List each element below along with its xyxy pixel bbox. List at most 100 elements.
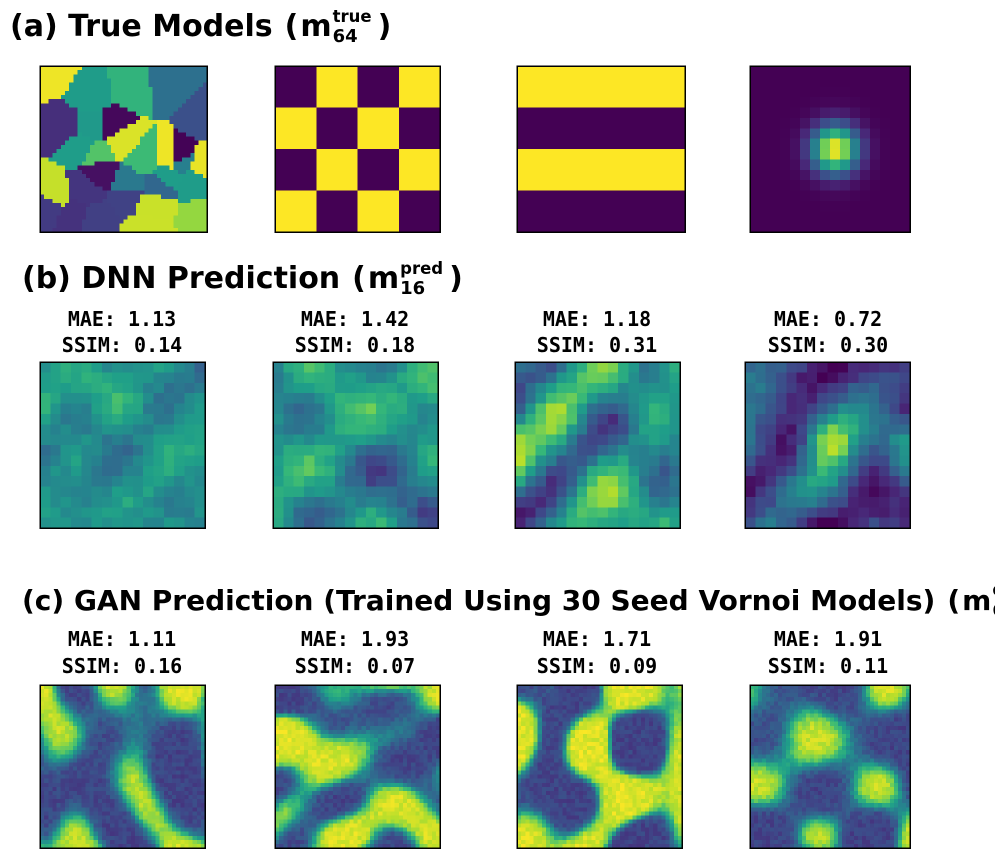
pixel bbox=[184, 754, 190, 759]
pixel bbox=[64, 819, 70, 825]
pixel bbox=[91, 403, 103, 415]
pixel bbox=[192, 701, 198, 706]
pixel bbox=[163, 709, 169, 715]
pixel bbox=[336, 211, 348, 223]
pixel bbox=[85, 90, 91, 96]
pixel bbox=[60, 140, 66, 146]
pixel bbox=[123, 165, 129, 171]
pixel bbox=[81, 227, 87, 233]
pixel bbox=[147, 685, 152, 690]
pixel bbox=[601, 169, 613, 181]
pixel bbox=[118, 754, 124, 759]
pixel bbox=[90, 132, 95, 138]
pixel bbox=[837, 362, 849, 373]
pixel bbox=[97, 786, 103, 792]
pixel bbox=[745, 496, 756, 508]
pixel bbox=[48, 697, 53, 702]
pixel bbox=[409, 149, 420, 160]
pixel bbox=[275, 97, 286, 109]
pixel bbox=[60, 701, 66, 706]
pixel bbox=[177, 215, 183, 221]
pixel bbox=[181, 178, 187, 183]
pixel bbox=[101, 811, 107, 816]
pixel bbox=[163, 762, 169, 768]
pixel bbox=[538, 169, 550, 181]
pixel bbox=[77, 807, 82, 812]
pixel bbox=[786, 445, 798, 456]
pixel bbox=[144, 190, 150, 196]
pixel bbox=[566, 476, 578, 488]
pixel bbox=[151, 811, 157, 816]
pixel bbox=[181, 161, 187, 167]
pixel bbox=[68, 770, 74, 776]
pixel bbox=[780, 149, 791, 160]
pixel bbox=[159, 713, 165, 719]
pixel bbox=[184, 709, 190, 715]
pixel bbox=[590, 66, 602, 77]
pixel bbox=[118, 737, 124, 743]
pixel bbox=[590, 107, 602, 119]
pixel bbox=[860, 190, 871, 202]
pixel bbox=[106, 198, 112, 204]
pixel bbox=[378, 107, 390, 119]
pixel bbox=[155, 750, 161, 755]
pixel bbox=[126, 697, 132, 702]
pixel bbox=[60, 202, 66, 208]
pixel bbox=[114, 831, 119, 837]
pixel bbox=[202, 207, 208, 212]
pixel bbox=[889, 393, 901, 405]
pixel bbox=[94, 82, 100, 88]
pixel bbox=[314, 434, 326, 446]
pixel bbox=[136, 186, 141, 192]
pixel bbox=[98, 78, 104, 84]
pixel bbox=[848, 424, 860, 436]
pixel bbox=[56, 729, 62, 735]
pixel bbox=[169, 207, 175, 212]
pixel bbox=[85, 194, 91, 200]
pixel bbox=[94, 202, 100, 208]
pixel bbox=[97, 790, 103, 796]
pixel bbox=[786, 507, 798, 519]
pixel bbox=[295, 128, 307, 140]
pixel bbox=[65, 223, 70, 229]
pixel bbox=[638, 424, 650, 436]
pixel bbox=[556, 445, 568, 456]
pixel bbox=[817, 403, 829, 415]
pixel bbox=[102, 161, 108, 167]
pixel bbox=[110, 758, 115, 764]
pixel bbox=[830, 211, 841, 223]
pixel bbox=[144, 182, 150, 187]
pixel bbox=[126, 823, 132, 829]
pixel bbox=[169, 169, 175, 175]
pixel bbox=[90, 215, 95, 221]
pixel bbox=[77, 194, 83, 200]
pixel bbox=[114, 713, 119, 719]
pixel bbox=[81, 198, 87, 204]
pixel bbox=[64, 831, 70, 837]
pixel bbox=[44, 119, 49, 125]
pixel bbox=[156, 211, 162, 216]
pixel bbox=[85, 803, 91, 808]
pixel bbox=[192, 774, 198, 780]
pixel bbox=[68, 750, 74, 755]
pixel bbox=[81, 693, 86, 698]
pixel bbox=[618, 382, 630, 394]
pixel bbox=[151, 701, 157, 706]
pixel bbox=[860, 149, 871, 160]
pixel bbox=[152, 227, 158, 233]
pixel bbox=[355, 455, 367, 467]
pixel bbox=[192, 733, 198, 739]
pixel bbox=[176, 733, 181, 739]
pixel bbox=[760, 149, 771, 160]
pixel bbox=[69, 132, 74, 138]
pixel bbox=[119, 140, 125, 146]
pixel bbox=[44, 194, 49, 200]
pixel bbox=[106, 111, 112, 117]
pixel bbox=[194, 90, 200, 96]
pixel bbox=[172, 742, 177, 747]
pixel bbox=[184, 729, 190, 735]
pixel bbox=[123, 115, 129, 121]
pixel bbox=[186, 78, 191, 84]
pixel bbox=[159, 685, 165, 690]
pixel bbox=[119, 207, 125, 212]
